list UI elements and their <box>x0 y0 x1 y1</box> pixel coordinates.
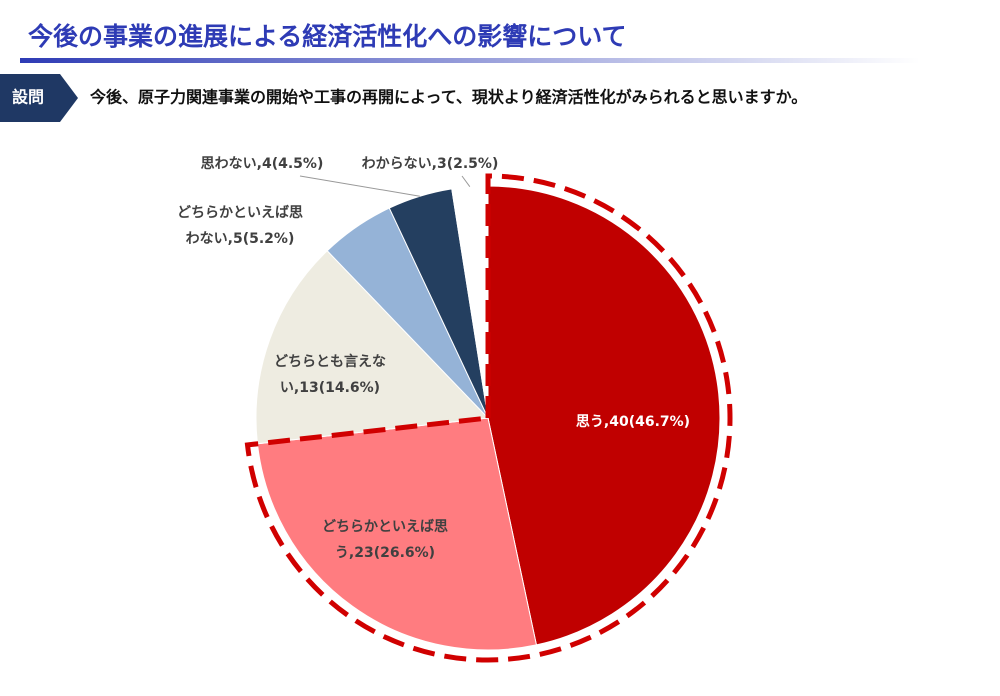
leader-line <box>461 175 471 188</box>
title: 今後の事業の進展による経済活性化への影響について <box>28 22 627 51</box>
pie-slice <box>255 250 490 445</box>
question-tag-box <box>0 74 78 122</box>
data-label: どちらとも言えな <box>274 353 386 370</box>
data-label: わからない,3(2.5%) <box>362 156 499 172</box>
data-label: どちらかといえば思 <box>322 519 448 535</box>
question: 今後、原子力関連事業の開始や工事の再開によって、現状より経済活性化がみられると思… <box>89 88 807 107</box>
pie-slice <box>256 417 538 651</box>
data-label: 思う,40(46.7%) <box>576 414 690 430</box>
data-label: 思わない,4(4.5%) <box>201 156 324 172</box>
pie-slice <box>487 185 721 646</box>
data-label: う,23(26.6%) <box>335 545 435 561</box>
data-label: わない,5(5.2%) <box>186 231 295 247</box>
highlight-outline <box>244 173 733 663</box>
leader-line <box>299 175 420 197</box>
data-label: どちらかといえば思 <box>177 205 303 221</box>
question-tag: 設問 <box>12 88 44 107</box>
data-label: い,13(14.6%) <box>280 380 380 396</box>
title-underline <box>20 58 920 63</box>
